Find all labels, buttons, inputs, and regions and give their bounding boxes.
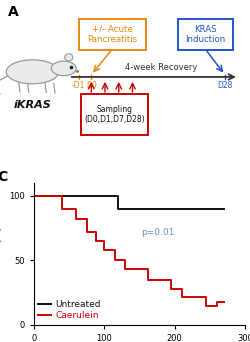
Ellipse shape [51,61,76,76]
FancyBboxPatch shape [178,19,233,50]
FancyBboxPatch shape [79,19,146,50]
Ellipse shape [65,54,73,61]
Text: Sampling
(D0,D1,D7,D28): Sampling (D0,D1,D7,D28) [84,105,145,124]
Text: p=0.01: p=0.01 [141,227,174,237]
Text: C: C [0,170,7,184]
Text: A: A [8,5,18,19]
FancyBboxPatch shape [81,94,148,135]
Text: KRAS
Induction: KRAS Induction [185,25,225,44]
Text: -D1: -D1 [72,81,86,90]
Text: iKRAS: iKRAS [14,100,52,110]
Legend: Untreated, Caerulein: Untreated, Caerulein [38,300,101,320]
Text: +/- Acute
Pancreatitis: +/- Acute Pancreatitis [88,25,138,44]
Y-axis label: Survival (%): Survival (%) [0,226,4,281]
Ellipse shape [6,60,59,84]
Text: D0: D0 [86,81,97,90]
Text: D28: D28 [217,81,233,90]
Text: 4-week Recovery: 4-week Recovery [125,63,198,72]
